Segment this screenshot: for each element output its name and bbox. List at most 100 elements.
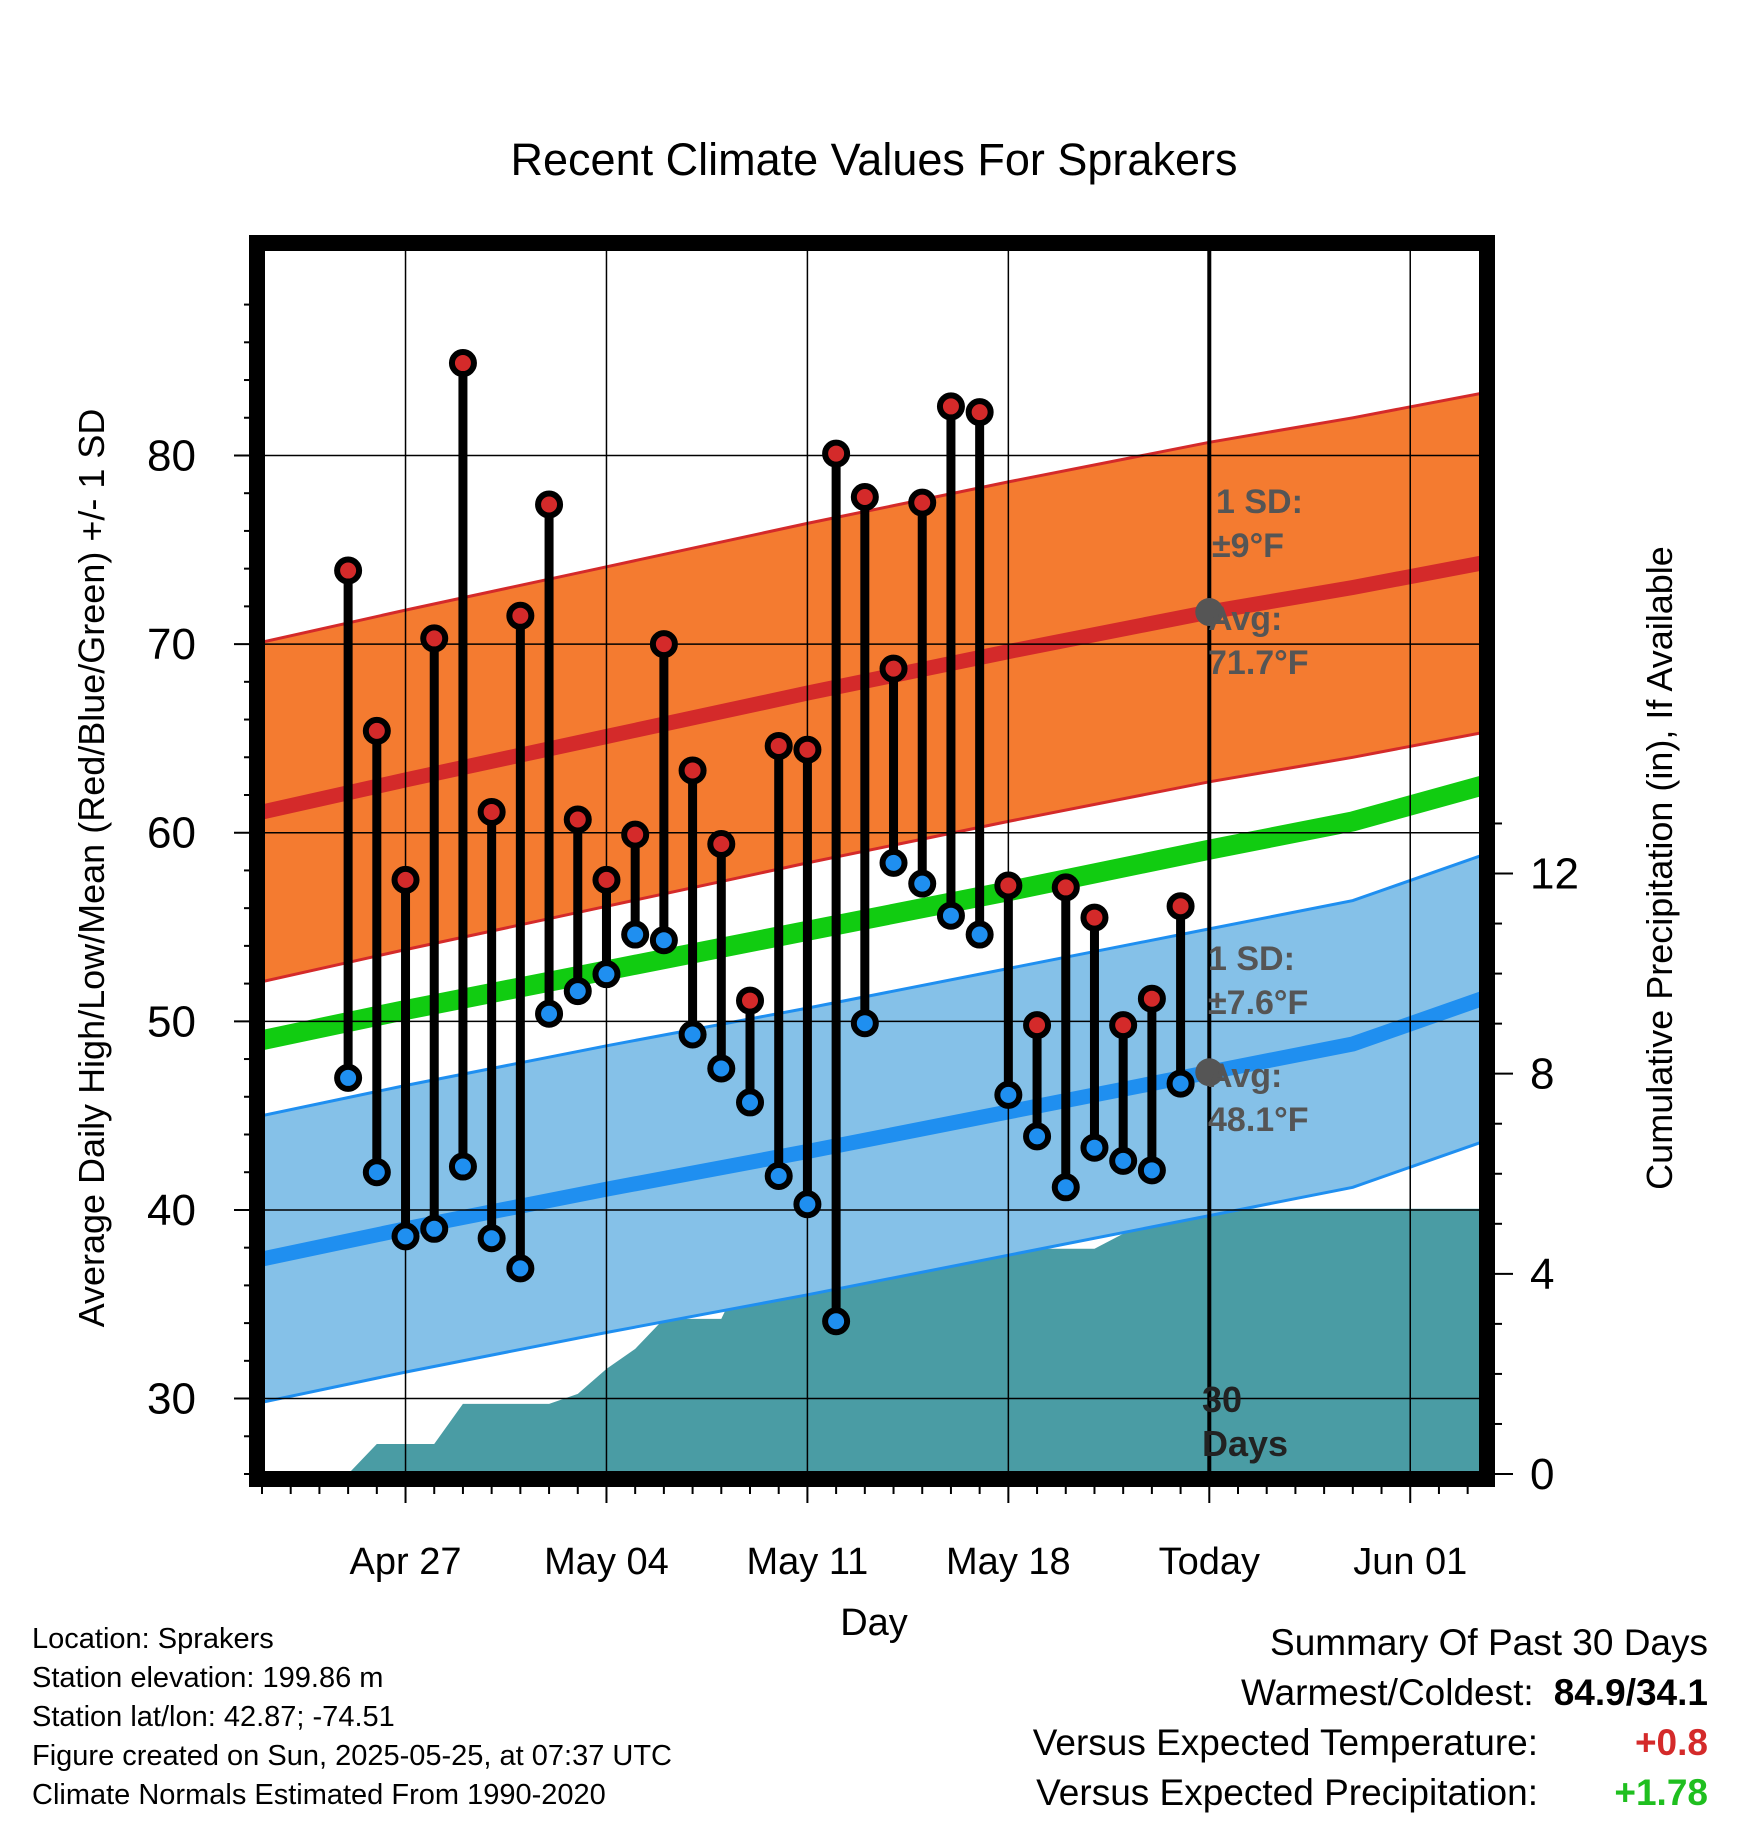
daily-high-point [535,490,564,519]
precip-anomaly-label: Versus Expected Precipitation: [1036,1772,1538,1813]
daily-high-point [1051,873,1080,902]
daily-high-point [420,624,449,653]
low-sd-upper-line [262,853,1482,1118]
high-sd-band [262,393,1482,982]
x-tick-label: Jun 01 [1353,1541,1467,1583]
daily-low-point [936,901,965,930]
daily-high-point [1137,984,1166,1013]
daily-high-point [736,986,764,1015]
plot-area: 1 SD: ±9°F Avg: 71.7°F 1 SD: ±7.6°F Avg: 48.1°F… [147,235,1579,1583]
daily-low-point [822,1307,851,1336]
daily-low-point [1137,1156,1166,1185]
low-avg-value: 48.1°F [1208,1101,1309,1139]
y-tick-label: 50 [147,997,196,1046]
x-tick-label: May 11 [747,1541,869,1583]
daily-high-point [592,865,621,894]
daily-high-point [477,797,506,826]
low-sd-lower-line [262,1140,1482,1404]
high-avg-value: 71.7°F [1208,644,1309,682]
today-normal-low-marker [1195,1058,1224,1087]
daily-low-point [563,977,592,1006]
low-sd-value: ±7.6°F [1208,984,1308,1022]
low-sd-label: 1 SD: [1208,940,1295,978]
summary-precip-row: Versus Expected Precipitation: +1.78 [1033,1768,1708,1818]
daily-low-point [736,1088,764,1117]
daily-low-point [477,1224,506,1253]
daily-high-point [506,601,535,630]
x-tick-label: May 18 [946,1541,1071,1583]
daily-high-point [391,865,420,894]
precip-anomaly-value: +1.78 [1614,1772,1708,1813]
daily-low-point [448,1152,477,1181]
y-tick-label: 70 [147,620,196,669]
normal-high-line [262,555,1482,820]
daily-high-point [621,820,650,849]
daily-low-point [649,926,678,955]
daily-low-point [506,1254,535,1283]
normals-text: Climate Normals Estimated From 1990-2020 [32,1779,606,1811]
summary-title: Summary Of Past 30 Days [1270,1622,1708,1663]
daily-low-point [908,869,937,898]
y-tick-label: 40 [147,1186,196,1235]
latlon-text: Station lat/lon: 42.87; -74.51 [32,1701,395,1733]
summary-panel: Summary Of Past 30 Days Warmest/Coldest:… [1033,1618,1708,1818]
x-axis-label: Day [840,1602,908,1644]
daily-low-point [535,999,564,1028]
daily-low-point [879,848,908,877]
daily-high-point [1080,903,1109,932]
daily-low-point [1051,1173,1080,1202]
y-tick-label: 80 [147,431,196,480]
daily-low-point [994,1080,1023,1109]
daily-low-point [621,920,650,949]
temp-anomaly-label: Versus Expected Temperature: [1032,1722,1538,1763]
daily-low-point [1080,1133,1109,1162]
daily-low-point [1023,1122,1052,1151]
daily-high-point [994,871,1023,900]
daily-low-point [592,960,621,989]
high-sd-value: ±9°F [1212,527,1284,565]
x-tick-label: Today [1159,1541,1260,1583]
temp-anomaly-value: +0.8 [1634,1722,1708,1763]
daily-high-point [1166,892,1195,921]
x-tick-label: May 04 [544,1541,669,1583]
daily-high-point [1023,1011,1052,1040]
plot-frame [249,235,1495,1487]
daily-high-point [649,630,678,659]
warmest-value: 84.9/34.1 [1553,1672,1708,1713]
daily-high-point [707,830,736,859]
daily-high-point [850,482,879,511]
daily-high-point [879,654,908,683]
normal-mean-line [262,775,1482,1050]
daily-low-point [362,1158,391,1187]
daily-high-point [965,398,994,427]
today-normal-high-marker [1195,598,1224,627]
daily-low-point [764,1161,793,1190]
daily-high-point [908,488,937,517]
daily-high-point [334,556,363,585]
days-count-label: 30 [1202,1379,1242,1420]
y2-tick-label: 8 [1530,1050,1554,1099]
daily-high-point [764,731,793,760]
precipitation-area [348,1208,1482,1474]
daily-high-point [936,392,965,421]
y2-tick-label: 12 [1530,850,1579,899]
y-tick-label: 30 [147,1375,196,1424]
plot-content [262,248,1482,1474]
chart-title: Recent Climate Values For Sprakers [511,134,1238,185]
daily-high-point [563,805,592,834]
high-sd-label: 1 SD: [1216,483,1303,521]
days-word-label: Days [1202,1423,1288,1464]
daily-low-point [850,1009,879,1038]
warmest-label: Warmest/Coldest: [1241,1672,1534,1713]
daily-low-point [793,1190,822,1219]
created-text: Figure created on Sun, 2025-05-25, at 07… [32,1740,672,1772]
high-avg-label: Avg: [1208,600,1282,638]
location-text: Location: Sprakers [32,1623,274,1655]
y-axis-label: Average Daily High/Low/Mean (Red/Blue/Gr… [71,409,112,1328]
elevation-text: Station elevation: 199.86 m [32,1662,384,1694]
daily-high-point [362,716,391,745]
summary-temp-row: Versus Expected Temperature: +0.8 [1033,1718,1708,1768]
daily-high-point [793,735,822,764]
daily-high-point [678,756,707,785]
